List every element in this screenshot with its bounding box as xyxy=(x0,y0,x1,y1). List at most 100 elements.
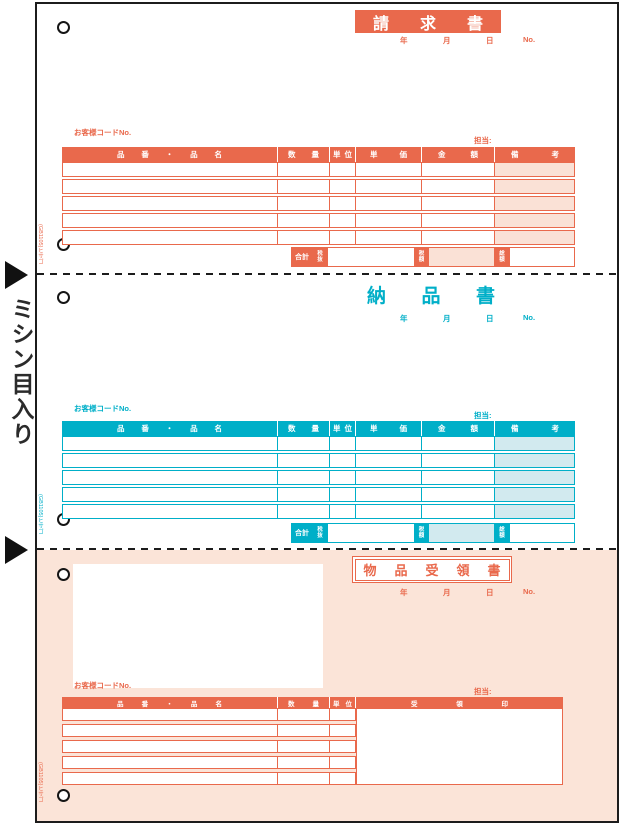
title-char: 品 xyxy=(190,424,198,433)
item-cell xyxy=(278,470,330,485)
date-label-year: 年 xyxy=(400,588,408,597)
item-cell xyxy=(330,504,356,519)
item-cell xyxy=(62,708,278,721)
remarks-cell xyxy=(495,436,575,451)
perforation-arrow-top xyxy=(5,261,28,289)
invoice-title: 請求書 xyxy=(355,10,501,33)
title-char: 価 xyxy=(399,150,408,159)
item-cell xyxy=(62,196,278,211)
item-cell xyxy=(62,724,278,737)
title-char: 数 xyxy=(288,424,296,433)
date-label-month: 月 xyxy=(443,36,451,45)
receipt-date-line: 年 月 日 No. xyxy=(393,587,535,597)
item-cell xyxy=(330,772,356,785)
item-cell xyxy=(278,756,330,769)
perforation-line-2 xyxy=(37,548,617,550)
date-label-no: No. xyxy=(523,35,536,44)
title-char: 金 xyxy=(438,424,446,433)
product-code-stamp: (GB1105)ヒサゴ xyxy=(37,224,43,264)
title-char: 書 xyxy=(466,15,483,33)
item-cell xyxy=(330,453,356,468)
item-cell xyxy=(62,772,278,785)
column-header: 備考 xyxy=(495,147,575,162)
column-header: 単価 xyxy=(356,421,422,436)
remarks-cell xyxy=(495,196,575,211)
item-cell xyxy=(62,756,278,769)
title-char: 考 xyxy=(551,424,560,433)
title-char: 物 xyxy=(363,563,377,578)
item-cell xyxy=(278,487,330,502)
item-cell xyxy=(422,504,495,519)
tax-amount-field xyxy=(428,523,495,543)
remarks-cell xyxy=(495,487,575,502)
title-char: 単 xyxy=(333,150,341,159)
item-cell xyxy=(422,162,495,177)
table-body xyxy=(62,708,563,785)
tax-amount-label: 税額 xyxy=(415,247,428,267)
item-cell xyxy=(422,230,495,245)
column-header: 単位 xyxy=(330,421,356,436)
delivery-totals-row: 合計税抜 税額 総額 xyxy=(291,523,575,543)
item-cell xyxy=(422,453,495,468)
item-row xyxy=(62,162,575,177)
item-row xyxy=(62,436,575,451)
punch-hole xyxy=(57,21,70,34)
title-char: 品 xyxy=(117,150,125,159)
staff-label: 担当: xyxy=(474,411,492,420)
item-cell xyxy=(278,196,330,211)
totals-label: 合計 xyxy=(291,523,313,543)
item-cell xyxy=(330,724,356,737)
column-header: 数量 xyxy=(278,147,330,162)
remarks-cell xyxy=(495,453,575,468)
item-row xyxy=(62,708,563,721)
title-char: 備 xyxy=(511,150,519,159)
column-header: 金額 xyxy=(422,421,495,436)
item-cell xyxy=(330,436,356,451)
date-label-month: 月 xyxy=(443,314,451,323)
delivery-item-table: 品番・品名数量単位単価金額備考 xyxy=(62,421,575,519)
column-header: 備考 xyxy=(495,421,575,436)
title-char: 名 xyxy=(214,424,223,433)
item-cell xyxy=(278,504,330,519)
title-char: 品 xyxy=(117,700,124,708)
title-char: 数 xyxy=(288,700,295,708)
tax-excluded-field xyxy=(327,523,415,543)
title-char: ・ xyxy=(165,150,174,159)
item-row xyxy=(62,453,575,468)
item-cell xyxy=(422,436,495,451)
item-cell xyxy=(62,453,278,468)
table-body xyxy=(62,436,575,519)
title-char: 単 xyxy=(370,150,378,159)
item-cell xyxy=(356,453,422,468)
item-cell xyxy=(278,436,330,451)
remarks-cell xyxy=(495,504,575,519)
item-row xyxy=(62,756,563,769)
tax-excluded-field xyxy=(327,247,415,267)
title-char: 番 xyxy=(141,150,149,159)
item-row xyxy=(62,487,575,502)
grand-total-field xyxy=(509,247,575,267)
item-cell xyxy=(330,196,356,211)
item-cell xyxy=(278,230,330,245)
item-cell xyxy=(330,487,356,502)
item-cell xyxy=(422,470,495,485)
customer-code-label: お客様コードNo. xyxy=(74,681,132,690)
item-cell xyxy=(62,162,278,177)
perforation-line-1 xyxy=(37,273,617,275)
table-header: 品番・品名数量単位受領印 xyxy=(62,697,563,708)
invoice-totals-row: 合計税抜 税額 総額 xyxy=(291,247,575,267)
remarks-cell xyxy=(495,213,575,228)
punch-hole xyxy=(57,789,70,802)
item-cell xyxy=(330,740,356,753)
date-label-month: 月 xyxy=(443,588,451,597)
item-row xyxy=(62,740,563,753)
column-header: 数量 xyxy=(278,697,330,708)
item-cell xyxy=(278,772,330,785)
invoice-item-table: 品番・品名数量単位単価金額備考 xyxy=(62,147,575,245)
item-row xyxy=(62,724,563,737)
item-row xyxy=(62,230,575,245)
title-char: 数 xyxy=(288,150,296,159)
title-char: 書 xyxy=(475,285,495,307)
column-header: 品 番 ・ 品 名 xyxy=(62,697,278,708)
item-cell xyxy=(278,740,330,753)
